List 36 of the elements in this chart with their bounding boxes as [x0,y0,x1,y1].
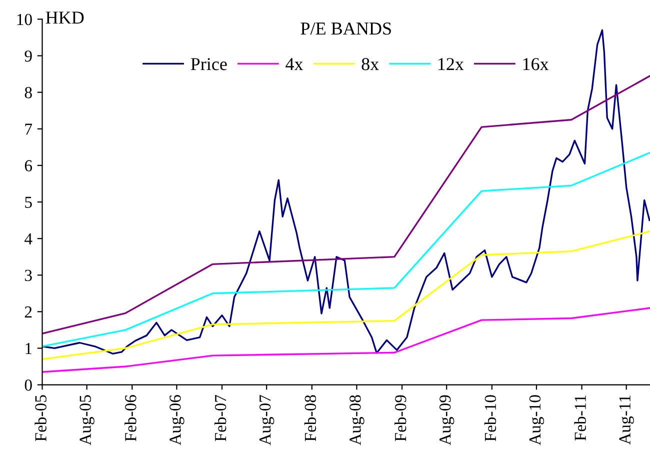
x-tick-label: Feb-07 [214,394,226,442]
y-tick-label: 2 [24,306,32,318]
line-series [42,230,650,360]
x-tick-label: Aug-06 [170,395,184,446]
chart-title: P/E BANDS [300,22,391,35]
legend-label: Price [190,58,227,70]
y-axis-title: HKD [46,12,84,24]
y-tick-label: 6 [24,160,32,172]
y-tick-label: 4 [24,233,32,244]
x-tick-label: Feb-08 [304,395,316,442]
x-tick-label: Feb-09 [394,395,406,442]
y-tick-label: 0 [24,379,32,391]
y-tick-label: 1 [26,343,32,354]
x-tick-label: Aug-11 [619,396,634,445]
x-tick-label: Feb-06 [124,395,136,442]
x-tick-label: Aug-05 [80,395,94,446]
y-tick-label: 7 [25,124,32,135]
y-tick-label: 9 [24,50,32,62]
legend-label: 4x [286,58,304,70]
x-tick-label: Aug-09 [439,395,454,446]
x-tick-label: Feb-10 [484,395,496,442]
line-series [42,152,650,348]
line-series [42,307,650,373]
x-tick-label: Aug-10 [529,395,544,446]
legend-label: 8x [362,58,379,70]
y-tick-label: 5 [25,196,32,208]
y-tick-label: 3 [24,270,32,282]
y-tick-label: 10 [17,14,32,26]
legend-label: 12x [438,58,464,70]
x-tick-label: Feb-05 [34,395,46,442]
x-tick-label: Aug-08 [350,395,364,446]
legend-label: 16x [523,58,549,70]
y-tick-label: 8 [24,87,32,98]
x-tick-label: Aug-07 [259,394,274,446]
x-tick-label: Feb-11 [574,396,586,441]
line-series [42,75,650,334]
